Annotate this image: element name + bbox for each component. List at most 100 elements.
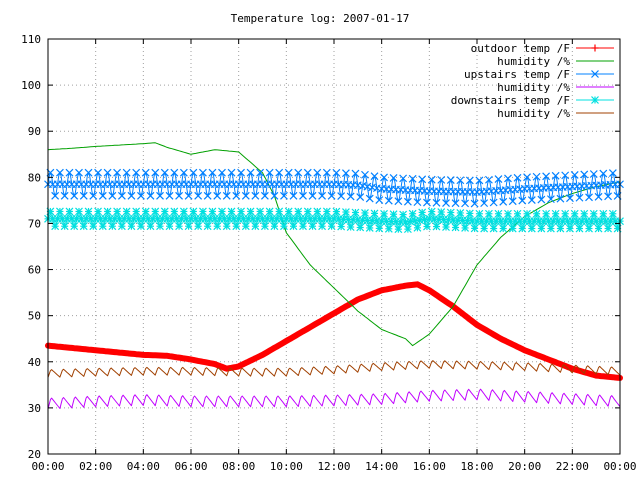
series-3 <box>47 388 621 410</box>
legend-label: outdoor temp /F <box>471 42 570 55</box>
data-point <box>60 191 69 200</box>
data-point <box>179 168 188 177</box>
data-point <box>341 208 350 216</box>
data-point <box>208 207 217 216</box>
x-tick-label: 06:00 <box>174 460 207 473</box>
data-point <box>198 168 207 177</box>
data-point <box>151 168 160 177</box>
y-tick-label: 30 <box>28 402 41 415</box>
data-point <box>108 191 117 200</box>
y-tick-label: 90 <box>28 125 41 138</box>
data-point <box>313 168 322 177</box>
legend-entry: outdoor temp /F <box>471 42 614 55</box>
data-point <box>203 222 212 231</box>
data-point <box>94 168 102 177</box>
data-point <box>222 191 231 200</box>
data-point <box>299 222 307 231</box>
data-point <box>604 224 613 233</box>
legend-marker <box>591 44 599 52</box>
data-point <box>337 192 346 200</box>
data-point <box>313 207 322 216</box>
x-tick-label: 08:00 <box>222 460 255 473</box>
data-point <box>570 170 579 179</box>
data-point <box>532 172 541 181</box>
data-point <box>179 207 188 216</box>
data-point <box>451 199 460 208</box>
y-tick-label: 20 <box>28 448 41 461</box>
data-point <box>327 222 336 231</box>
data-point <box>361 170 369 179</box>
data-point <box>70 222 79 231</box>
data-point <box>399 210 408 219</box>
data-point <box>332 168 341 177</box>
data-point <box>403 225 412 234</box>
data-point <box>170 207 179 216</box>
data-point <box>260 222 269 231</box>
data-point <box>280 191 288 200</box>
data-point <box>270 191 279 200</box>
data-point <box>446 176 455 184</box>
data-point <box>270 222 279 231</box>
data-point <box>79 191 88 200</box>
data-point <box>160 207 169 216</box>
data-point <box>523 209 531 218</box>
data-point <box>575 224 584 233</box>
data-point <box>318 191 327 200</box>
data-point <box>375 196 384 204</box>
data-point <box>237 168 245 177</box>
y-tick-label: 80 <box>28 171 41 184</box>
data-point <box>137 222 145 231</box>
data-point <box>70 191 79 200</box>
data-point <box>103 207 112 216</box>
x-tick-label: 14:00 <box>365 460 398 473</box>
data-point <box>470 224 479 233</box>
series-5 <box>47 360 621 378</box>
x-tick-label: 12:00 <box>317 460 350 473</box>
data-point <box>322 168 331 177</box>
data-point <box>513 173 522 182</box>
data-point <box>508 224 517 233</box>
data-point <box>303 168 312 177</box>
data-point <box>403 197 412 206</box>
data-point <box>556 224 565 233</box>
data-point <box>151 207 160 216</box>
data-point <box>446 208 455 217</box>
legend-marker <box>591 70 599 78</box>
data-point <box>65 207 74 216</box>
data-point <box>141 168 150 177</box>
data-point <box>432 198 441 207</box>
data-point <box>75 207 83 216</box>
data-point <box>213 191 222 200</box>
data-point <box>537 195 546 204</box>
data-point <box>380 209 388 218</box>
data-point <box>289 191 298 200</box>
x-tick-label: 20:00 <box>508 460 541 473</box>
data-point <box>122 168 131 177</box>
series-2 <box>44 168 624 208</box>
data-point <box>108 222 117 231</box>
legend-label: humidity /% <box>497 81 570 94</box>
data-point <box>561 209 570 218</box>
data-point <box>160 168 169 177</box>
data-point <box>370 172 379 181</box>
data-point <box>375 224 384 233</box>
data-point <box>246 207 255 216</box>
data-point <box>265 207 274 216</box>
data-point <box>494 175 503 184</box>
data-point <box>527 196 536 204</box>
data-point <box>566 224 574 233</box>
data-point <box>184 222 193 231</box>
data-point <box>570 209 579 218</box>
data-point <box>494 209 503 218</box>
data-point <box>308 222 317 231</box>
data-point <box>75 168 83 177</box>
data-point <box>55 207 64 216</box>
series-layer <box>44 142 624 410</box>
data-point <box>346 192 355 201</box>
data-point <box>561 171 570 180</box>
chart-title: Temperature log: 2007-01-17 <box>231 12 410 25</box>
data-point <box>303 207 312 216</box>
data-point <box>380 173 388 182</box>
data-point <box>241 191 250 200</box>
data-point <box>165 222 174 231</box>
